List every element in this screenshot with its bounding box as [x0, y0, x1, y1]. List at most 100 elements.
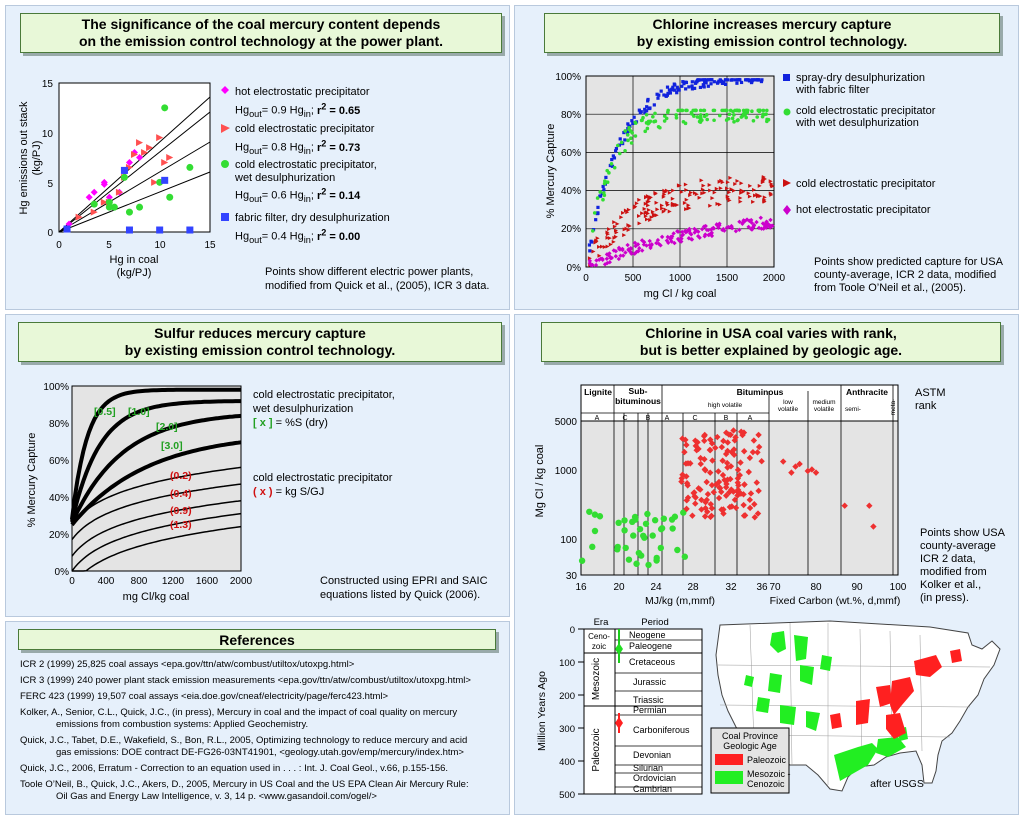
- data-point: [683, 121, 688, 126]
- p3-xlabel: mg Cl/kg coal: [123, 591, 190, 603]
- data-point: [637, 221, 642, 226]
- data-point: [695, 445, 702, 453]
- data-point: [645, 200, 650, 205]
- ref-item: FERC 423 (1999) 19,507 coal assays <eia.…: [20, 691, 389, 702]
- data-point: [753, 479, 760, 486]
- data-point: [677, 108, 682, 113]
- panel-chlorine-capture: Chlorine increases mercury capture by ex…: [514, 5, 1019, 310]
- p2-xtick: 0: [583, 273, 589, 284]
- data-point: [634, 201, 639, 206]
- p4-xtick: 20: [613, 582, 625, 593]
- svg-text:volatile: volatile: [814, 406, 835, 413]
- data-point: [788, 469, 795, 476]
- letter: A: [665, 415, 670, 422]
- map-legend-meso2: Cenozoic: [747, 779, 785, 789]
- data-point: [608, 256, 613, 261]
- p1-legend-1-name: hot electrostatic precipitator: [235, 86, 370, 98]
- p2-legend-3: cold electrostatic precipitator: [796, 178, 936, 190]
- data-point: [609, 162, 614, 166]
- p2-legend-1b: with fabric filter: [796, 84, 870, 96]
- data-point: [735, 81, 739, 85]
- data-point: [598, 194, 603, 198]
- data-point: [594, 218, 598, 222]
- age-tick: 0: [570, 625, 575, 636]
- data-point: [665, 110, 670, 115]
- data-point: [728, 108, 733, 113]
- data-point: [631, 121, 635, 126]
- data-point: [756, 108, 761, 113]
- data-point: [653, 111, 657, 116]
- data-point: [619, 140, 624, 145]
- data-point: [607, 227, 612, 232]
- p3-ytick: 40%: [49, 493, 69, 504]
- data-point: [662, 93, 666, 97]
- data-point: [718, 186, 723, 191]
- data-point: [136, 139, 144, 147]
- data-point: [633, 121, 638, 125]
- data-point: [739, 115, 744, 119]
- cenozoic-marker-icon: [615, 643, 623, 655]
- sub-high-volatile: high volatile: [708, 402, 743, 409]
- legend-circle-icon: [221, 160, 229, 168]
- data-point: [701, 456, 708, 463]
- data-point: [761, 108, 766, 113]
- p4-note-4: Kolker et al.,: [920, 579, 982, 591]
- data-point: [632, 205, 637, 210]
- data-point: [651, 212, 656, 217]
- period: Jurassic: [633, 677, 667, 687]
- data-point: [621, 517, 628, 524]
- data-point: [761, 174, 766, 179]
- data-point: [664, 116, 669, 121]
- data-point: [682, 82, 686, 86]
- data-point: [732, 113, 736, 117]
- data-point: [759, 226, 764, 231]
- data-point: [637, 214, 642, 219]
- panel4-chart: Lignite Sub- bituminous Bituminous Anthr…: [534, 384, 1001, 801]
- p2-xtick: 1500: [716, 273, 739, 284]
- data-point: [90, 188, 98, 196]
- p4-xtick: 36: [756, 582, 768, 593]
- data-point: [639, 248, 645, 253]
- data-point: [627, 125, 631, 130]
- data-point: [730, 78, 734, 82]
- era-mesozoic: Mesozoic: [591, 658, 602, 700]
- panel3-chart: 0 400 800 1200 1600 2000 0% 20% 40% 60% …: [26, 382, 253, 603]
- data-point: [665, 200, 670, 205]
- data-point: [601, 184, 605, 189]
- p4-xtick: 28: [687, 582, 699, 593]
- age-tick: 100: [559, 658, 575, 669]
- data-point: [586, 508, 593, 515]
- data-point: [698, 108, 703, 113]
- data-point: [701, 183, 706, 188]
- legend-green-circle-icon: [783, 108, 791, 116]
- p2-xtick: 500: [625, 273, 642, 284]
- data-point: [738, 196, 743, 201]
- p3-xtick: 1200: [162, 576, 185, 587]
- p3-red-label: (0.4): [170, 488, 192, 500]
- data-point: [720, 108, 724, 113]
- age-label: Million Years Ago: [536, 671, 548, 751]
- data-point: [622, 233, 627, 238]
- p1-ytick: 10: [42, 129, 54, 140]
- svg-text:zoic: zoic: [592, 642, 606, 651]
- data-point: [623, 129, 628, 133]
- ref-item-cont: Oil Gas and Energy Law Intelligence, v. …: [56, 791, 377, 802]
- data-point: [729, 187, 734, 192]
- data-point: [691, 493, 698, 500]
- data-point: [681, 448, 688, 456]
- data-point: [641, 115, 645, 120]
- data-point: [596, 257, 602, 262]
- panel3-title-line1: Sulfur reduces mercury capture: [154, 325, 366, 341]
- data-point: [755, 115, 760, 119]
- data-point: [622, 130, 626, 135]
- data-point: [705, 117, 710, 122]
- data-point: [675, 91, 679, 95]
- data-point: [637, 552, 645, 559]
- ref-item-cont: emissions from combustion systems: Appli…: [56, 719, 309, 730]
- data-point: [656, 96, 660, 100]
- data-point: [690, 87, 695, 91]
- p4-note-5: (in press).: [920, 592, 969, 604]
- data-point: [644, 113, 649, 117]
- data-point: [590, 229, 595, 233]
- era-header: Era: [594, 617, 610, 628]
